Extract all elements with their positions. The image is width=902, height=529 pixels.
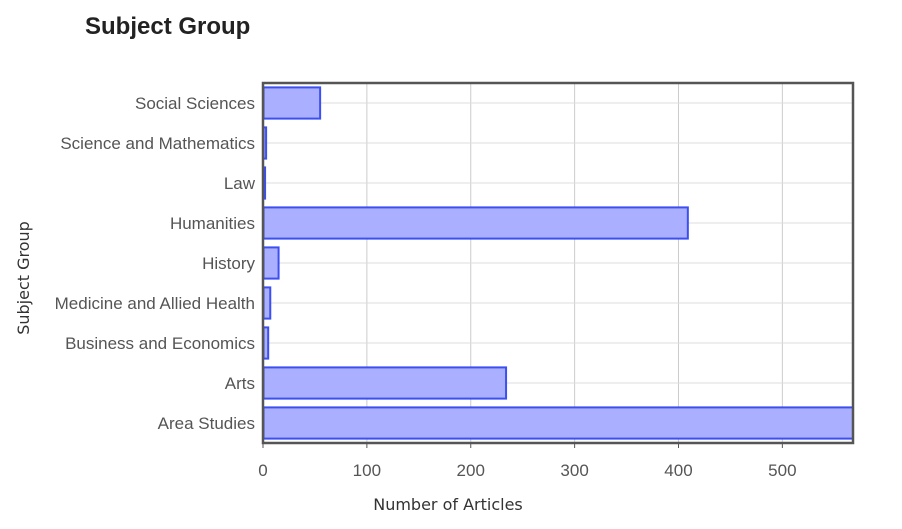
x-tick-label: 300 xyxy=(560,461,588,480)
bar-history[interactable] xyxy=(262,246,280,280)
x-tick-label: 0 xyxy=(258,461,267,480)
y-tick-label: Social Sciences xyxy=(135,94,255,113)
y-tick-label: Area Studies xyxy=(158,414,255,433)
y-tick-label: Law xyxy=(224,174,256,193)
y-tick-label: Business and Economics xyxy=(65,334,255,353)
y-tick-label: Humanities xyxy=(170,214,255,233)
bar-medicine-and-allied-health[interactable] xyxy=(262,286,272,320)
y-tick-label: Medicine and Allied Health xyxy=(55,294,255,313)
y-tick-labels: Social Sciences Science and Mathematics La… xyxy=(55,94,256,433)
x-tick-label: 500 xyxy=(768,461,796,480)
bar-area-studies[interactable] xyxy=(262,406,854,440)
x-tick-label: 200 xyxy=(457,461,485,480)
y-axis-label: Subject Group xyxy=(14,221,33,335)
chart-title: Subject Group xyxy=(85,13,251,40)
bar-arts[interactable] xyxy=(262,366,508,400)
x-tick-label: 100 xyxy=(353,461,381,480)
x-tick-label: 400 xyxy=(664,461,692,480)
y-tick-label: History xyxy=(202,254,255,273)
x-tick-labels: 0 100 200 300 400 500 xyxy=(258,443,797,480)
x-axis-label: Number of Articles xyxy=(373,495,523,514)
plot-frame xyxy=(261,81,855,445)
bar-humanities[interactable] xyxy=(262,206,689,240)
y-tick-label: Science and Mathematics xyxy=(60,134,255,153)
bar-social-sciences[interactable] xyxy=(262,86,322,120)
y-tick-label: Arts xyxy=(225,374,255,393)
